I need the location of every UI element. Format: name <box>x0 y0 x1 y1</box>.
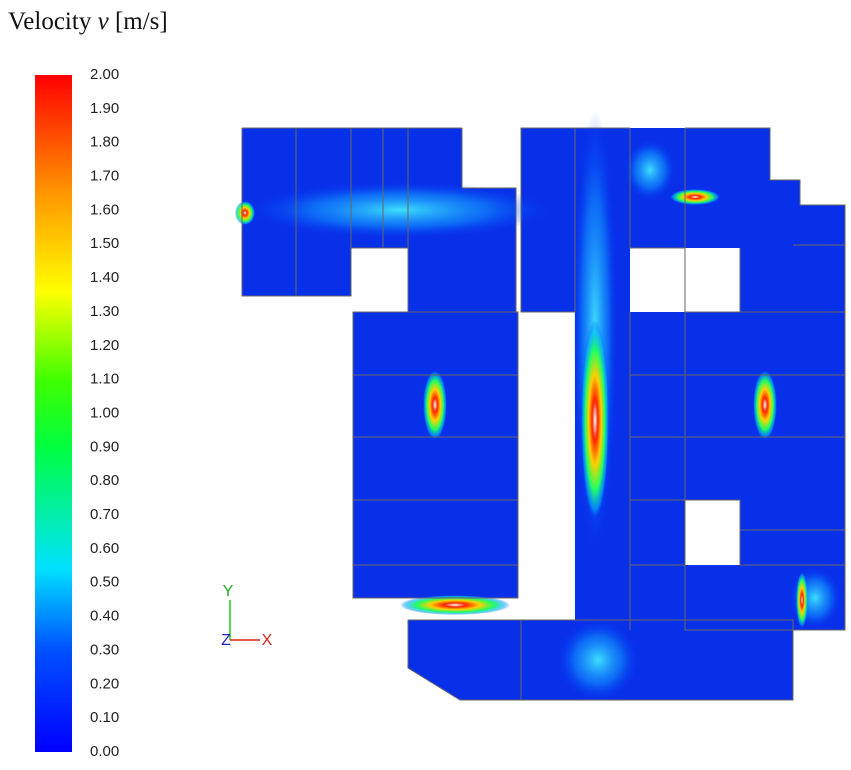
colorbar-tick-label: 0.90 <box>90 438 119 455</box>
title-symbol: v <box>97 8 109 35</box>
colorbar-tick-label: 0.80 <box>90 472 119 489</box>
colorbar-tick-label: 0.30 <box>90 641 119 658</box>
colorbar-tick-label: 0.10 <box>90 709 119 726</box>
title: Velocity v [m/s] <box>8 8 168 36</box>
colorbar-tick-label: 1.20 <box>90 337 119 354</box>
colorbar-tick-label: 1.00 <box>90 404 119 421</box>
colorbar-tick-label: 1.30 <box>90 303 119 320</box>
colorbar-tick-label: 0.20 <box>90 675 119 692</box>
colorbar-tick-label: 1.90 <box>90 100 119 117</box>
axis-triad: Y Z X <box>221 583 273 649</box>
colorbar-tick-label: 1.80 <box>90 134 119 151</box>
colorbar-tick-label: 0.00 <box>90 743 119 760</box>
colorbar-tick-label: 1.70 <box>90 168 119 185</box>
colorbar-tick-label: 0.50 <box>90 574 119 591</box>
axis-y-label: Y <box>223 583 234 600</box>
axis-x-label: X <box>262 632 273 649</box>
colorbar-tick-label: 0.40 <box>90 608 119 625</box>
colorbar-tick-label: 0.60 <box>90 540 119 557</box>
colorbar <box>35 75 72 752</box>
flow-highlights <box>235 110 840 700</box>
title-unit: [m/s] <box>114 8 168 35</box>
colorbar-tick-label: 2.00 <box>90 66 119 83</box>
colorbar-tick-label: 0.70 <box>90 506 119 523</box>
walls <box>241 127 846 701</box>
colorbar-tick-label: 1.10 <box>90 371 119 388</box>
title-text: Velocity <box>8 8 92 35</box>
colorbar-tick-label: 1.50 <box>90 235 119 252</box>
axis-z-label: Z <box>221 632 231 649</box>
colorbar-tick-label: 1.40 <box>90 269 119 286</box>
colorbar-ticks: 2.00 1.90 1.80 1.70 1.60 1.50 1.40 1.30 1.20 1.10… <box>90 66 119 760</box>
colorbar-tick-label: 1.60 <box>90 201 119 218</box>
